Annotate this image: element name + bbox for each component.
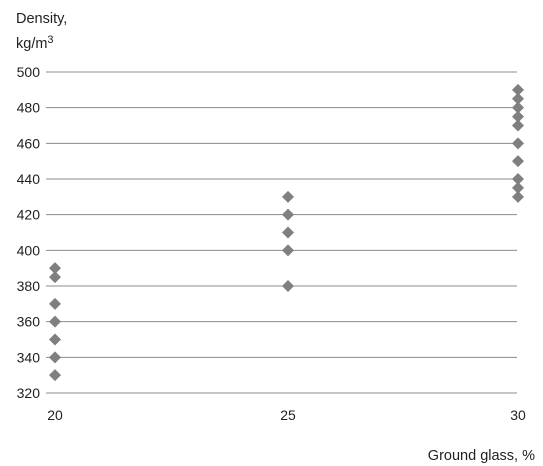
data-point: [512, 137, 524, 150]
data-point: [49, 315, 61, 328]
data-point: [282, 208, 294, 221]
y-tick-label: 420: [17, 207, 41, 223]
data-point: [512, 190, 524, 203]
data-point: [49, 333, 61, 346]
x-tick-labels: 20 25 30: [47, 407, 526, 423]
data-point: [512, 155, 524, 168]
data-point: [282, 244, 294, 257]
data-point: [512, 173, 524, 185]
y-tick-label: 480: [17, 100, 41, 116]
y-axis-unit: kg/m: [16, 36, 47, 52]
y-tick-label: 400: [17, 242, 41, 258]
x-tick-label: 20: [47, 407, 63, 423]
y-tick-label: 380: [17, 278, 41, 294]
data-point: [49, 369, 61, 382]
data-point: [49, 351, 61, 364]
y-axis-unit-superscript: 3: [47, 34, 53, 46]
data-point: [49, 271, 61, 284]
y-tick-label: 360: [17, 314, 41, 330]
y-tick-label: 500: [17, 64, 41, 80]
data-point: [282, 226, 294, 239]
data-points: [49, 83, 524, 382]
gridlines: [46, 71, 517, 394]
y-tick-label: 440: [17, 171, 41, 187]
x-tick-label: 30: [510, 407, 526, 423]
data-point: [49, 297, 61, 310]
data-point: [282, 190, 294, 203]
y-axis-label-line1: Density,: [16, 11, 67, 27]
data-point: [512, 92, 524, 105]
y-tick-labels: 320 340 360 380 400 420 440 460 480 500: [17, 64, 41, 401]
y-tick-label: 340: [17, 349, 41, 365]
data-point: [512, 119, 524, 132]
data-point: [512, 181, 524, 194]
x-axis-label: Ground glass, %: [428, 448, 535, 464]
x-tick-label: 25: [280, 407, 296, 423]
y-tick-label: 460: [17, 135, 41, 151]
data-point: [512, 101, 524, 114]
y-axis-label-line2: kg/m3: [16, 34, 54, 52]
data-point: [49, 262, 61, 275]
y-tick-label: 320: [17, 385, 41, 401]
data-point: [282, 280, 294, 292]
data-point: [512, 83, 524, 96]
data-point: [512, 110, 524, 123]
